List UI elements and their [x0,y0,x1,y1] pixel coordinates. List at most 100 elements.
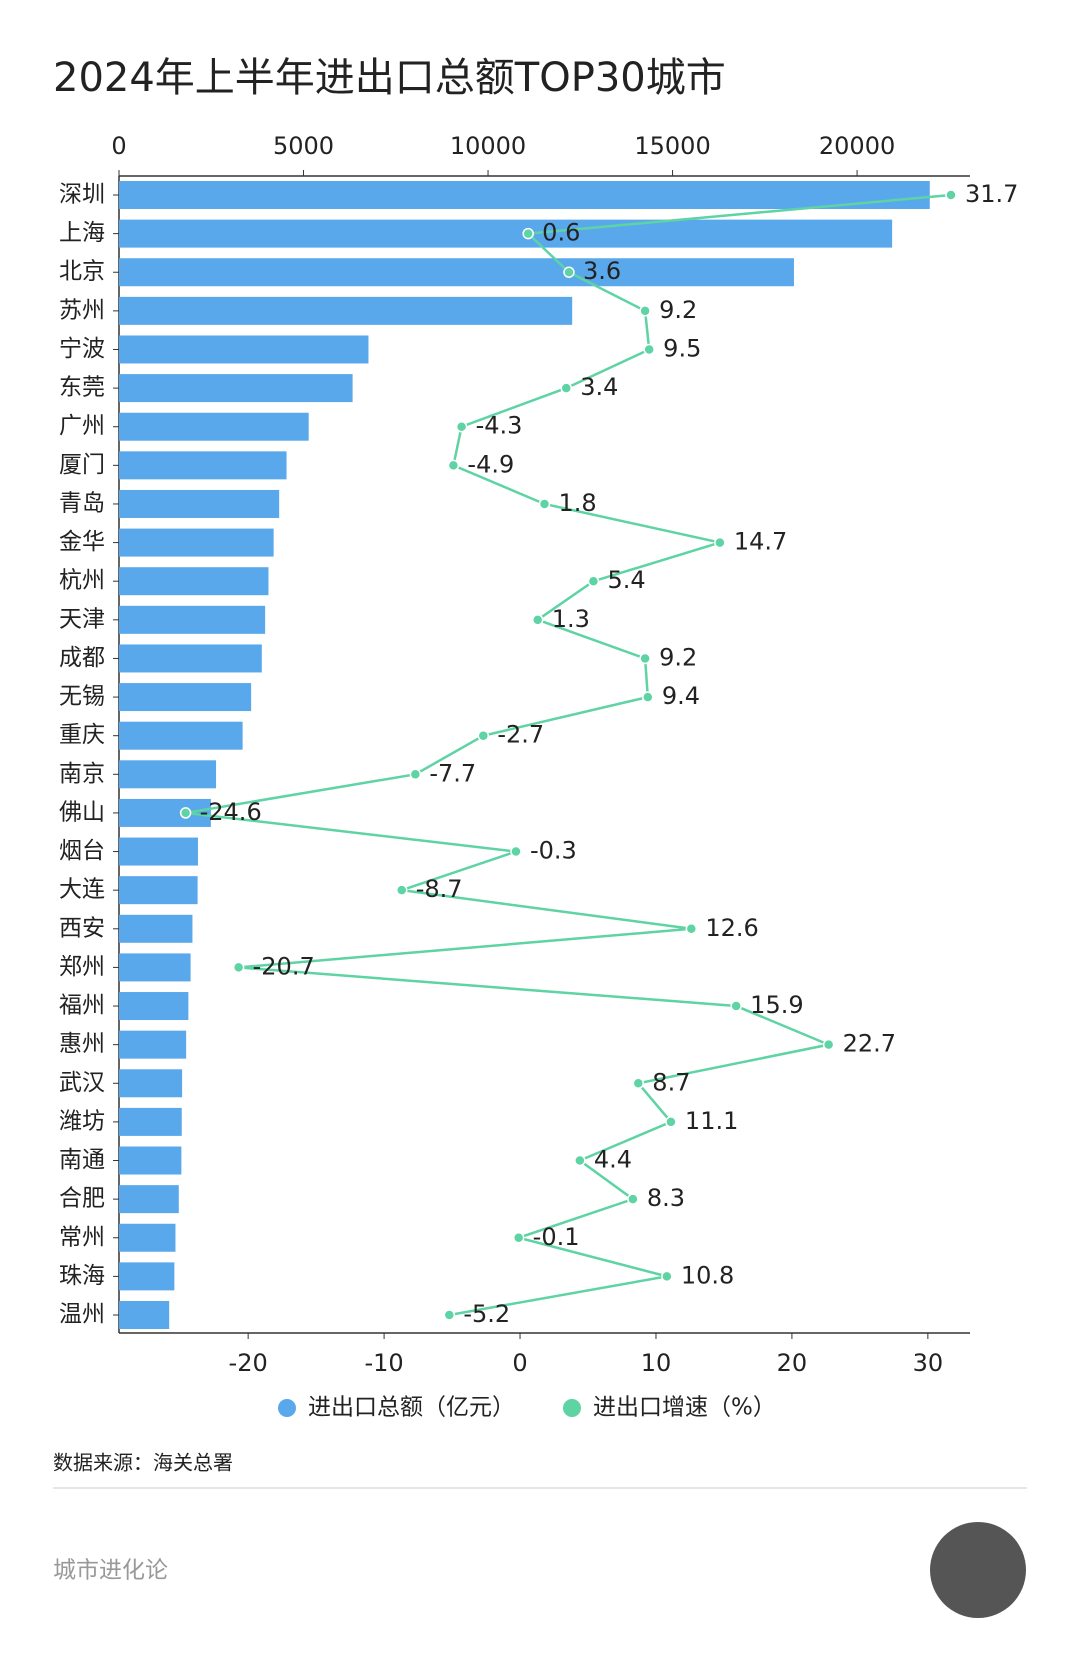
growth-point [945,189,957,201]
bar [119,1069,183,1098]
y-tick-label: 佛山 [59,799,105,825]
growth-point [685,923,698,935]
bar [119,992,189,1021]
y-tick-label: 大连 [59,877,105,903]
growth-point [447,459,460,472]
bar [119,296,573,325]
data-label: 4.4 [594,1146,632,1174]
bar [119,876,198,905]
data-label: 8.3 [647,1184,685,1212]
x2-tick-label: 10 [641,1349,672,1377]
y-tick-label: 苏州 [59,297,105,323]
data-label: 0.6 [542,219,580,247]
y-tick-label: 金华 [59,529,105,555]
bar [119,1030,187,1059]
growth-point [574,1154,586,1167]
bar [119,760,217,789]
growth-point [639,305,651,317]
data-label: 10.8 [681,1261,734,1289]
bar [119,258,794,287]
bar [119,1223,176,1252]
growth-line [185,193,952,1317]
growth-point [627,1193,639,1205]
bar [119,219,893,248]
bar [119,1146,182,1175]
y-tick-label: 合肥 [59,1186,105,1212]
data-label: -5.2 [463,1300,510,1328]
x-tick-label: 10000 [450,132,526,160]
growth-point [822,1038,835,1051]
y-tick-label: 福州 [59,993,105,1019]
bar [119,1301,170,1329]
bar [119,953,191,982]
bar [119,412,309,441]
bar [119,914,193,943]
y-tick-label: 温州 [59,1302,105,1328]
data-label: -7.7 [429,759,476,787]
bar [119,1262,175,1291]
y-tick-label: 常州 [59,1224,105,1250]
x-tick-label: 20000 [819,132,895,160]
data-label: 15.9 [750,991,803,1019]
growth-point [661,1270,673,1283]
y-tick-label: 西安 [59,915,105,941]
legend-marker [563,1399,581,1417]
y-tick-label: 深圳 [59,182,105,208]
y-tick-label: 烟台 [59,838,105,864]
bar [119,567,269,596]
data-label: 9.2 [659,643,697,671]
data-label: -24.6 [200,798,262,826]
y-tick-label: 重庆 [59,722,105,748]
x-tick-label: 5000 [273,132,334,160]
bar [119,798,211,827]
x2-tick-label: -10 [364,1349,403,1377]
growth-point [560,382,573,394]
data-label: 1.3 [552,605,590,633]
logo [930,1522,1026,1618]
x2-tick-label: 30 [913,1349,944,1377]
y-tick-label: 潍坊 [59,1108,105,1134]
growth-point [396,884,408,896]
data-label: -0.3 [530,837,577,865]
bar [119,181,930,209]
legend-label: 进出口总额（亿元） [308,1395,515,1421]
y-tick-label: 成都 [59,645,105,671]
data-label: 11.1 [685,1107,738,1135]
y-tick-label: 惠州 [59,1031,105,1057]
growth-point [512,1232,525,1244]
growth-point [443,1309,456,1321]
data-label: 3.6 [583,257,621,285]
growth-point [642,691,654,703]
growth-point [522,227,534,240]
x-tick-label: 0 [111,132,126,160]
growth-point [714,536,726,549]
growth-point [179,807,192,819]
data-label: -20.7 [253,952,315,980]
bar [119,528,274,557]
data-label: -2.7 [497,721,544,749]
chart-title: 2024年上半年进出口总额TOP30城市 [53,55,726,101]
y-tick-label: 郑州 [59,954,105,980]
x2-tick-label: 0 [512,1349,527,1377]
growth-point [665,1116,677,1128]
growth-point [643,343,655,356]
x2-tick-label: 20 [777,1349,808,1377]
legend-label: 进出口增速（%） [593,1395,776,1421]
legend-marker [278,1399,296,1417]
bar [119,451,287,480]
y-tick-label: 无锡 [59,684,105,710]
y-tick-label: 上海 [59,220,105,246]
y-tick-label: 天津 [59,606,105,632]
bar [119,374,353,403]
growth-point [455,420,468,433]
data-label: 31.7 [965,180,1018,208]
y-tick-label: 厦门 [59,452,105,478]
data-label: 5.4 [607,566,645,594]
growth-point [632,1077,645,1090]
data-label: -4.9 [467,450,514,478]
y-tick-label: 杭州 [59,568,105,594]
bar [119,335,369,364]
bar [119,1107,182,1136]
data-label: 12.6 [705,914,758,942]
